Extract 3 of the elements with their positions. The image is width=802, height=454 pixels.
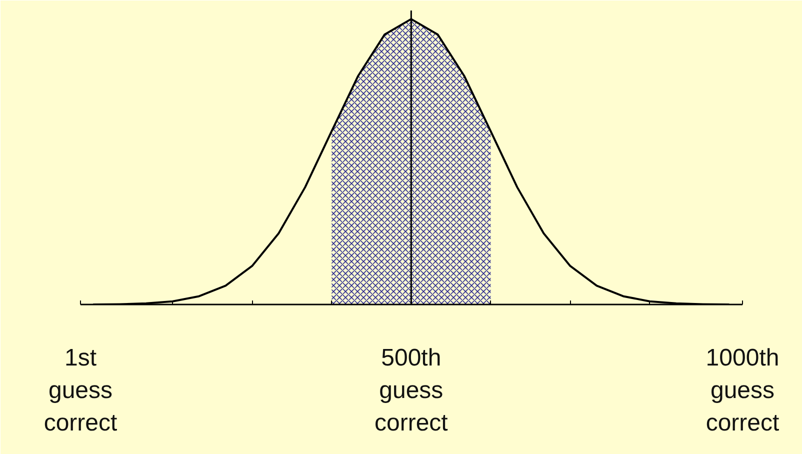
x-tick-label: 1000th guess correct (706, 344, 780, 436)
x-tick-label: 500th guess correct (374, 344, 448, 436)
x-tick-label: 1st guess correct (44, 344, 118, 436)
